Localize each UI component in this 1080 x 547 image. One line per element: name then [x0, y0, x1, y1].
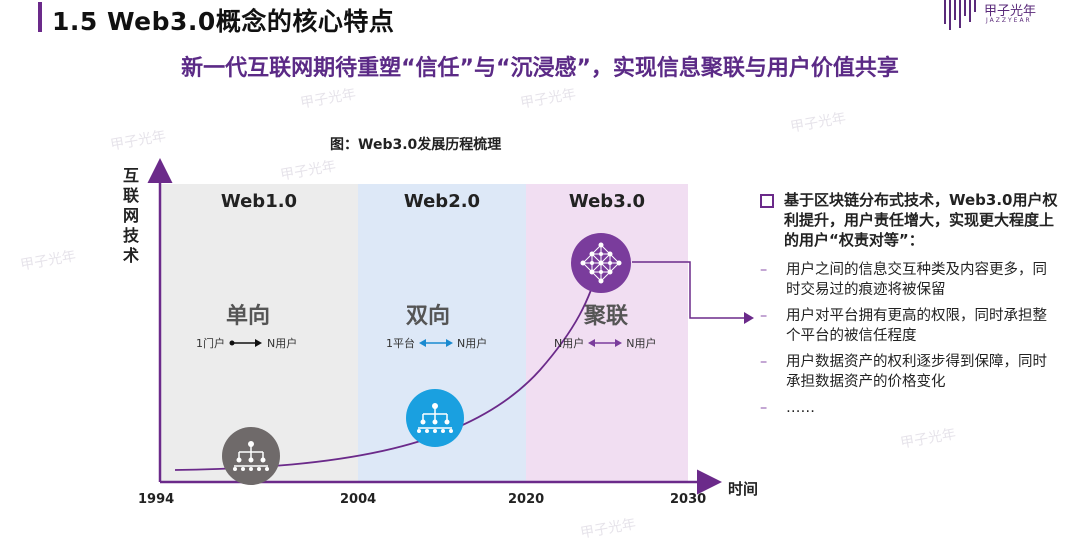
dash-bullet-icon: –: [760, 262, 768, 278]
logo-text: 甲子光年: [984, 4, 1037, 19]
logo-subtext: JAZZYEAR: [986, 17, 1032, 24]
x-tick-label: 2030: [670, 492, 707, 507]
list-item: – 用户对平台拥有更高的权限，同时承担整个平台的被信任程度: [760, 306, 1060, 346]
relation-web2: 1平台 N用户: [386, 335, 487, 351]
bidirectional-arrow-icon: [588, 339, 623, 347]
mode-label-web1: 单向: [225, 304, 270, 329]
relation-web3: N用户 N用户: [554, 335, 656, 351]
dash-bullet-icon: –: [760, 308, 768, 324]
relation-from: 1门户: [196, 337, 225, 350]
dash-bullet-icon: –: [760, 354, 768, 370]
figure-title: 图：Web3.0发展历程梳理: [330, 137, 502, 153]
list-item: – 用户之间的信息交互种类及内容更多，同时交易过的痕迹将被保留: [760, 260, 1060, 300]
x-axis-label: 时间: [728, 480, 759, 498]
dash-bullet-icon: –: [760, 400, 768, 416]
relation-to: N用户: [626, 337, 657, 350]
feature-heading: 基于区块链分布式技术，Web3.0用户权利提升，用户责任增大，实现更大程度上的用…: [760, 190, 1060, 250]
x-tick-label: 2020: [508, 492, 545, 507]
list-item: – ……: [760, 398, 1060, 418]
x-tick-label: 2004: [340, 492, 377, 507]
list-item-text: 用户之间的信息交互种类及内容更多，同时交易过的痕迹将被保留: [786, 262, 1047, 298]
brand-logo: 甲子光年 JAZZYEAR: [942, 0, 1052, 30]
hierarchy-network-icon: [222, 427, 280, 485]
title-accent-bar: [38, 2, 42, 32]
logo-bars-icon: [944, 0, 976, 30]
relation-web1: 1门户 N用户: [196, 335, 297, 351]
right-arrow-icon: [229, 339, 262, 347]
bidirectional-arrow-icon: [419, 339, 453, 347]
hierarchy-network-icon: [406, 389, 464, 447]
mode-label-web2: 双向: [405, 304, 450, 329]
relation-from: N用户: [554, 337, 585, 350]
y-axis-label: 互联网技术: [122, 166, 139, 265]
feature-heading-text: 基于区块链分布式技术，Web3.0用户权利提升，用户责任增大，实现更大程度上的用…: [784, 191, 1058, 249]
page-title: 1.5 Web3.0概念的核心特点: [52, 7, 395, 36]
mesh-network-icon: [571, 233, 631, 293]
relation-to: N用户: [267, 337, 298, 350]
hierarchy-network-icon: [233, 441, 269, 471]
list-item-text: 用户数据资产的权利逐步得到保障，同时承担数据资产的价格变化: [786, 354, 1047, 390]
era-label-web2: Web2.0: [403, 191, 481, 212]
relation-from: 1平台: [386, 337, 415, 350]
era-label-web1: Web1.0: [220, 191, 298, 212]
x-tick-label: 1994: [138, 492, 175, 507]
hierarchy-network-icon: [417, 403, 453, 433]
mode-label-web3: 聚联: [583, 304, 628, 329]
list-item: – 用户数据资产的权利逐步得到保障，同时承担数据资产的价格变化: [760, 352, 1060, 392]
feature-list: 基于区块链分布式技术，Web3.0用户权利提升，用户责任增大，实现更大程度上的用…: [760, 190, 1060, 418]
connector-arrowhead: [744, 312, 754, 324]
list-item-text: ……: [786, 400, 815, 416]
list-item-text: 用户对平台拥有更高的权限，同时承担整个平台的被信任程度: [786, 308, 1047, 344]
connector-line: [632, 261, 744, 319]
page-subtitle: 新一代互联网期待重塑“信任”与“沉浸感”，实现信息聚联与用户价值共享: [181, 56, 899, 81]
square-bullet-icon: [760, 194, 774, 208]
title-bar: 1.5 Web3.0概念的核心特点 甲子光年 JAZZYEAR: [0, 0, 1080, 36]
relation-to: N用户: [457, 337, 488, 350]
era-label-web3: Web3.0: [568, 191, 646, 212]
growth-curve: [174, 261, 601, 471]
mesh-network-icon: [580, 242, 622, 284]
